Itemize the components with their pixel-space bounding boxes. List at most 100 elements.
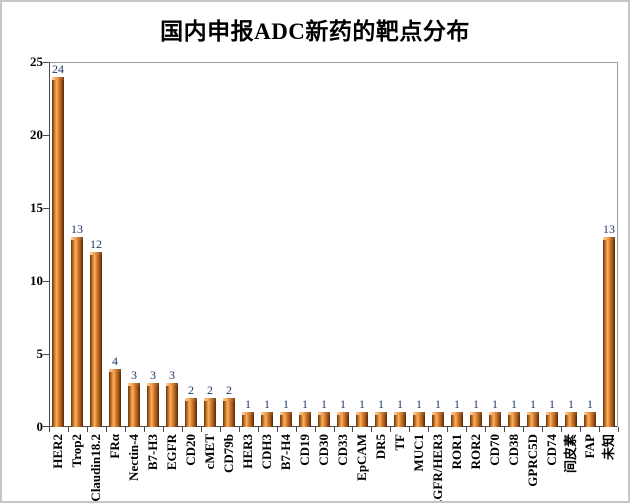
bar <box>109 369 121 427</box>
x-axis-label-text: cMET <box>202 434 217 470</box>
bar-value-label: 3 <box>150 368 156 382</box>
x-axis-tick <box>504 427 505 432</box>
x-axis-label-text: ROR2 <box>468 434 483 470</box>
bar-value-label: 2 <box>188 383 194 397</box>
bar-value-label: 1 <box>549 397 555 411</box>
bar <box>52 77 64 427</box>
x-axis-label-text: FRα <box>107 434 122 459</box>
bar <box>337 412 349 427</box>
bar-value-label: 3 <box>169 368 175 382</box>
bar-value-label: 1 <box>264 397 270 411</box>
y-axis-tick <box>43 208 49 209</box>
bar-value-label: 12 <box>90 237 102 251</box>
bar <box>470 412 482 427</box>
x-axis-tick <box>580 427 581 432</box>
bar-value-label: 1 <box>473 397 479 411</box>
bar-value-label: 1 <box>416 397 422 411</box>
bar <box>527 412 539 427</box>
y-axis-tick <box>43 135 49 136</box>
bar-value-label: 1 <box>359 397 365 411</box>
x-axis-label-text: 未知 <box>601 434 616 461</box>
x-axis-tick <box>371 427 372 432</box>
bar-value-label: 2 <box>207 383 213 397</box>
x-axis-tick <box>125 427 126 432</box>
bar-value-label: 13 <box>71 222 83 236</box>
bar <box>603 237 615 427</box>
x-axis-label-text: Claudin18.2 <box>88 434 103 502</box>
x-axis-label-text: CD20 <box>183 434 198 466</box>
x-axis-tick <box>315 427 316 432</box>
bar <box>413 412 425 427</box>
bar-value-label: 1 <box>568 397 574 411</box>
x-axis-tick <box>201 427 202 432</box>
bar-value-label: 1 <box>283 397 289 411</box>
x-axis-tick <box>409 427 410 432</box>
x-axis-tick <box>618 427 619 432</box>
bar <box>299 412 311 427</box>
x-axis-tick <box>542 427 543 432</box>
y-axis-tick-label: 25 <box>30 54 43 69</box>
x-axis-tick <box>523 427 524 432</box>
bar-value-label: 2 <box>226 383 232 397</box>
x-axis-label-text: Nectin-4 <box>126 434 141 481</box>
x-axis-tick <box>182 427 183 432</box>
y-axis-tick-label: 20 <box>30 127 43 142</box>
bar-value-label: 1 <box>321 397 327 411</box>
x-axis-tick <box>599 427 600 432</box>
x-axis-label-text: B7-H4 <box>278 434 293 471</box>
bar <box>318 412 330 427</box>
bar <box>508 412 520 427</box>
bar <box>242 412 254 427</box>
x-axis-tick <box>163 427 164 432</box>
bar <box>90 252 102 427</box>
bar <box>128 383 140 427</box>
x-axis-tick <box>144 427 145 432</box>
bar-value-label: 1 <box>302 397 308 411</box>
x-axis-label-text: TF <box>392 434 407 451</box>
y-axis-tick <box>43 281 49 282</box>
bar <box>546 412 558 427</box>
bar-value-label: 1 <box>587 397 593 411</box>
bar <box>394 412 406 427</box>
x-axis-tick <box>447 427 448 432</box>
bar <box>166 383 178 427</box>
bar <box>451 412 463 427</box>
y-axis-tick <box>43 62 49 63</box>
bar <box>261 412 273 427</box>
x-axis-label-text: B7-H3 <box>145 434 160 471</box>
bar <box>147 383 159 427</box>
bar <box>71 237 83 427</box>
x-axis-label-text: MUC1 <box>411 434 426 472</box>
bar <box>489 412 501 427</box>
bar <box>223 398 235 427</box>
x-axis-tick <box>239 427 240 432</box>
x-axis-tick <box>428 427 429 432</box>
bar <box>584 412 596 427</box>
x-axis-tick <box>334 427 335 432</box>
x-axis-label-text: CD70 <box>487 434 502 466</box>
chart-title: 国内申报ADC新药的靶点分布 <box>160 19 470 44</box>
x-axis-label-text: CD19 <box>297 434 312 466</box>
x-axis-label-text: CD79b <box>221 434 236 474</box>
x-axis-label-text: Trop2 <box>69 434 84 468</box>
y-axis-tick-label: 5 <box>36 346 44 361</box>
bar-value-label: 1 <box>378 397 384 411</box>
bar <box>204 398 216 427</box>
bar <box>356 412 368 427</box>
bar-value-label: 1 <box>454 397 460 411</box>
x-axis-label-text: CD30 <box>316 434 331 466</box>
bar-value-label: 24 <box>52 62 64 76</box>
bar-value-label: 4 <box>112 354 118 368</box>
x-axis-label-text: FAP <box>582 434 597 459</box>
bar-value-label: 1 <box>492 397 498 411</box>
x-axis-tick <box>277 427 278 432</box>
bar-value-label: 1 <box>530 397 536 411</box>
x-axis-tick <box>49 427 50 432</box>
x-axis-tick <box>87 427 88 432</box>
bar-value-label: 13 <box>603 222 615 236</box>
x-axis-label-text: HER2 <box>50 434 65 469</box>
bar <box>565 412 577 427</box>
x-axis-label-text: EGFR <box>164 434 179 471</box>
x-axis-tick <box>561 427 562 432</box>
